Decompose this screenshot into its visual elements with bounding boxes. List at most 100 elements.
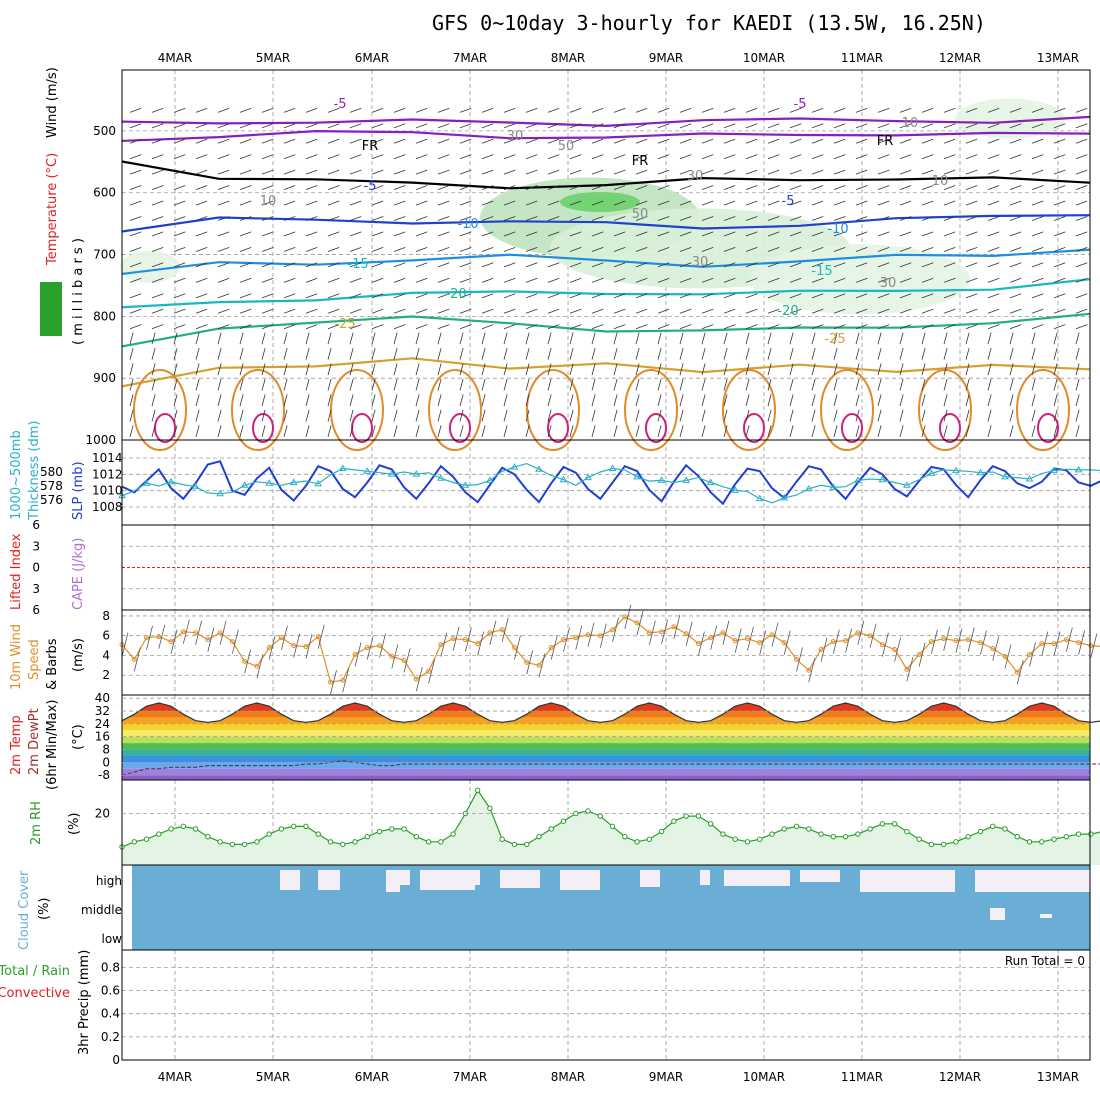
wind-barb bbox=[789, 378, 794, 391]
wind-barb bbox=[745, 347, 750, 360]
wind-barb bbox=[195, 185, 208, 191]
wind-barb bbox=[767, 216, 780, 221]
wind-barb bbox=[217, 394, 222, 407]
wind-barb bbox=[569, 347, 574, 360]
wind-speed-point bbox=[928, 639, 934, 645]
wind-barb bbox=[591, 262, 604, 268]
rh-point bbox=[695, 813, 702, 819]
wind-barb bbox=[657, 200, 670, 206]
wind-barb bbox=[679, 123, 692, 129]
wind-barb-10m bbox=[563, 627, 570, 652]
wind-barb bbox=[811, 138, 824, 144]
wind-barb bbox=[459, 231, 472, 237]
rh-point bbox=[315, 831, 321, 837]
wind-barb bbox=[261, 409, 266, 422]
wind-barb bbox=[723, 324, 736, 330]
rh-point bbox=[180, 823, 187, 830]
wind-barb bbox=[349, 123, 362, 129]
rh-point bbox=[818, 831, 824, 837]
wind-barb-10m bbox=[1041, 631, 1049, 656]
wind10-label-group2: Speed bbox=[27, 639, 42, 680]
x-tick-label-bottom: 9MAR bbox=[649, 1070, 684, 1084]
x-tick-label-bottom: 11MAR bbox=[841, 1070, 883, 1084]
wind-speed-point bbox=[144, 635, 150, 641]
wind-barb bbox=[635, 324, 648, 330]
wind-barb bbox=[371, 216, 384, 221]
wind-barb bbox=[745, 138, 758, 144]
wind-barb-10m bbox=[182, 619, 190, 644]
wind-barb bbox=[547, 154, 560, 160]
x-tick-label-top: 11MAR bbox=[841, 51, 883, 65]
wind-barb bbox=[415, 138, 428, 144]
wind-barb bbox=[833, 347, 838, 360]
wind-barb bbox=[261, 347, 266, 360]
wind-barb bbox=[481, 332, 486, 345]
rh-point bbox=[536, 833, 542, 840]
wind-barb bbox=[855, 363, 860, 376]
rh-point bbox=[658, 828, 665, 835]
wind-barb bbox=[899, 425, 904, 438]
x-tick-label-top: 6MAR bbox=[355, 51, 390, 65]
wind-barb bbox=[833, 123, 846, 129]
thickness-marker bbox=[682, 476, 691, 483]
wind-barb bbox=[349, 409, 354, 422]
thickness-marker bbox=[804, 484, 813, 492]
wind-barb bbox=[459, 246, 472, 252]
wind-speed-point bbox=[818, 647, 824, 653]
wind-barb bbox=[1053, 394, 1058, 407]
wind-barb-10m bbox=[452, 626, 460, 651]
wind-barb bbox=[305, 262, 318, 268]
slp-tick-label: 1014 bbox=[92, 451, 123, 465]
wind-barb bbox=[613, 169, 626, 175]
wind-barb bbox=[283, 231, 296, 237]
wind-barb-10m bbox=[869, 623, 877, 648]
wind-barb bbox=[635, 347, 640, 360]
wind-barb bbox=[525, 378, 530, 391]
contour-label: -15 bbox=[811, 264, 832, 279]
wind-barb bbox=[437, 169, 450, 175]
wind-barb bbox=[921, 123, 934, 129]
wind-barb bbox=[195, 324, 208, 330]
wind-barb-10m bbox=[281, 625, 288, 650]
thickness-marker bbox=[633, 472, 641, 480]
wind-barb bbox=[503, 308, 516, 314]
cloud-gap bbox=[640, 870, 660, 887]
wind-barb bbox=[503, 277, 516, 283]
wind-barb bbox=[503, 216, 516, 221]
wind-speed-point bbox=[266, 645, 272, 651]
wind-barb bbox=[943, 363, 948, 376]
wind-barb bbox=[283, 332, 288, 345]
rh-point bbox=[707, 821, 714, 827]
rh-shading bbox=[120, 250, 180, 283]
wind-barb bbox=[239, 347, 244, 360]
wind-barb bbox=[745, 169, 758, 175]
wind-barb-10m bbox=[808, 658, 816, 683]
wind-barb bbox=[371, 200, 384, 206]
wind-barb bbox=[657, 378, 662, 391]
wind-barb bbox=[833, 154, 846, 160]
wind-barb bbox=[569, 246, 582, 252]
heat-contour-inner bbox=[1037, 413, 1059, 443]
wind-barb bbox=[767, 308, 780, 314]
wind-barb bbox=[943, 123, 956, 129]
temp-band bbox=[122, 711, 1090, 718]
wind-barb bbox=[239, 363, 244, 376]
slp-tick-label: 1008 bbox=[92, 500, 123, 514]
wind-barb bbox=[899, 169, 912, 175]
wind-barb bbox=[701, 107, 714, 113]
wind-barb bbox=[393, 169, 406, 175]
wind-barb bbox=[393, 363, 398, 376]
thickness-marker bbox=[608, 464, 617, 471]
wind-barb bbox=[393, 262, 406, 268]
wind-barb bbox=[173, 169, 186, 175]
wind-barb bbox=[679, 293, 692, 299]
temp-tick-label: 32 bbox=[95, 704, 110, 718]
wind-barb bbox=[767, 425, 772, 438]
wind-barb bbox=[877, 185, 890, 191]
wind-barb bbox=[1031, 246, 1044, 252]
wind-barb bbox=[459, 262, 472, 268]
wind-barb bbox=[987, 394, 992, 407]
temp-band bbox=[122, 743, 1090, 750]
wind-barb-10m bbox=[146, 625, 153, 650]
rh-point bbox=[720, 831, 726, 837]
